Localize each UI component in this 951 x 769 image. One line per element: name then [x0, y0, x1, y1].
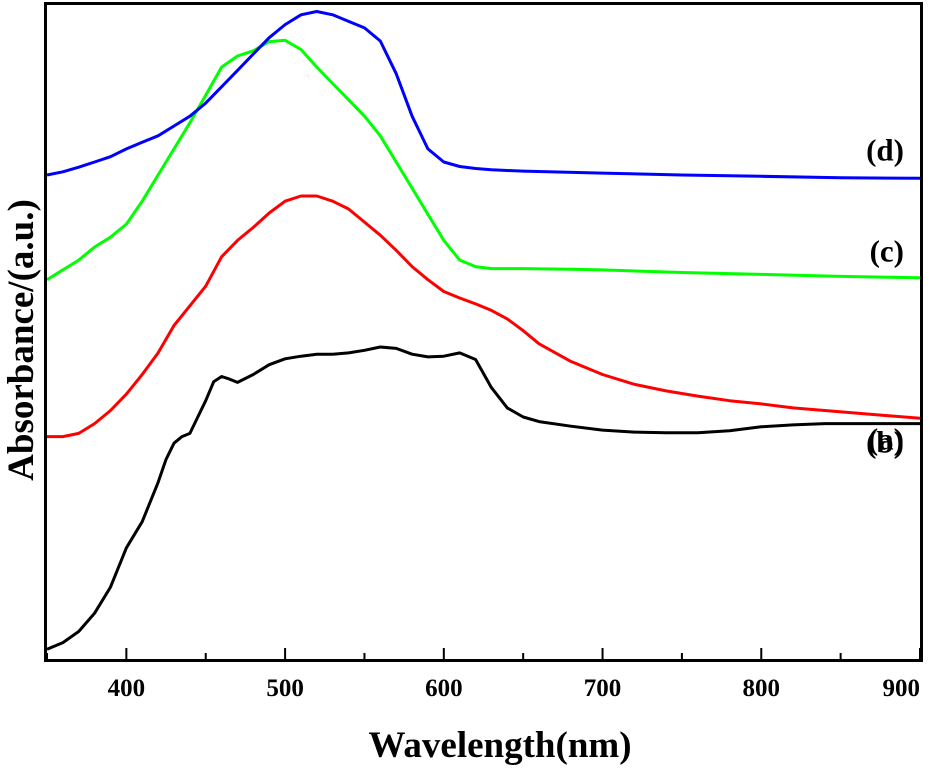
x-tick-label: 700	[584, 675, 622, 702]
x-tick-label: 900	[883, 675, 921, 702]
series-line-c	[46, 38, 921, 281]
x-axis-tick-labels: 400 500 600 700 800 900	[108, 675, 920, 702]
series-line-b	[47, 194, 921, 439]
x-tick-label: 400	[108, 675, 146, 702]
x-tick-label: 600	[425, 675, 463, 702]
x-tick-label: 500	[266, 675, 304, 702]
series-label-b: (b)	[866, 424, 904, 459]
series-layer	[46, 10, 921, 651]
series-label-d: (d)	[866, 132, 904, 167]
series-labels: (a)(b) (c) (d)	[866, 132, 904, 459]
series-line-a	[46, 345, 920, 651]
plot-frame	[44, 2, 923, 662]
y-axis-title: Absorbance/(a.u.)	[1, 199, 42, 481]
x-axis-ticks	[46, 648, 921, 659]
x-axis-title: Wavelength(nm)	[368, 725, 631, 766]
series-label-a: (a)	[868, 422, 904, 457]
series-line-d	[46, 10, 921, 180]
x-tick-label: 800	[743, 675, 781, 702]
series-label-c: (c)	[870, 234, 904, 269]
